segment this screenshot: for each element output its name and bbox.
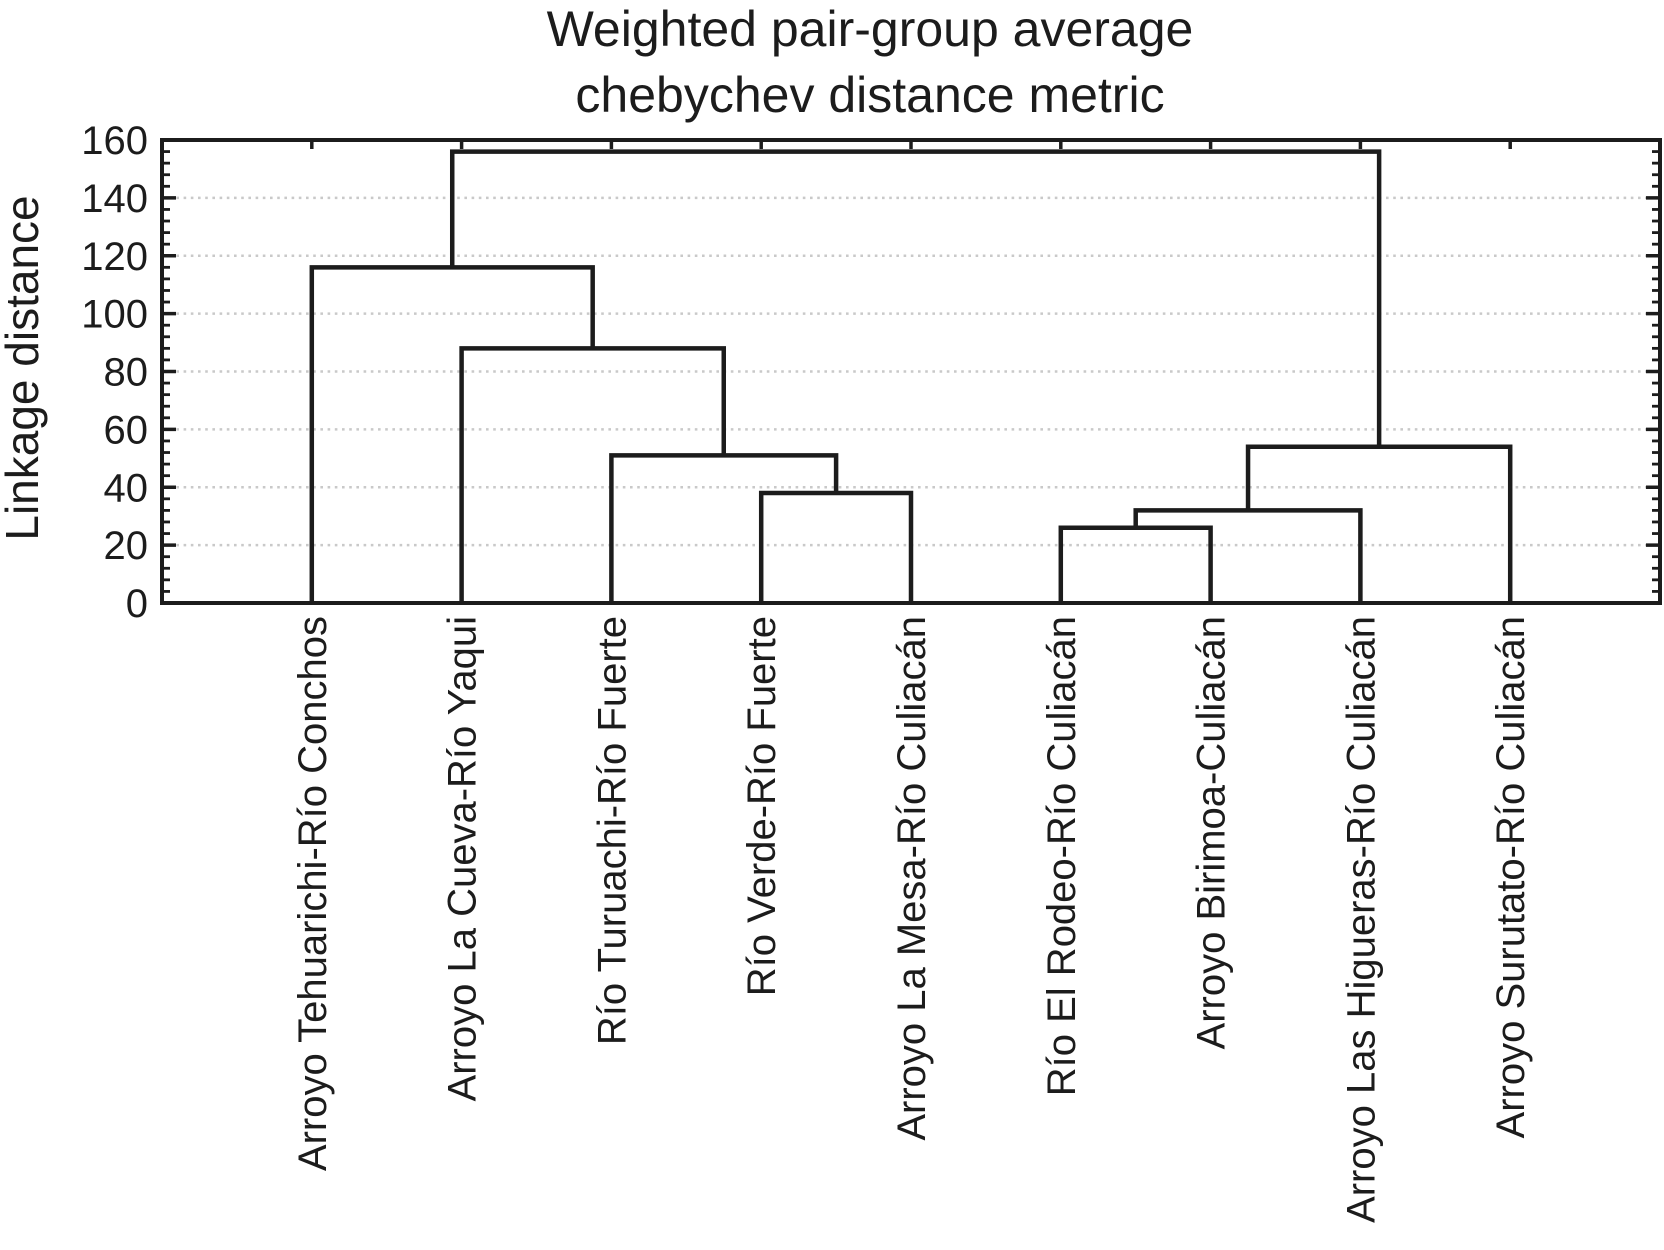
dendrogram-link (459, 346, 726, 603)
leaf-label: Arroyo La Mesa-Río Culiacán (890, 616, 934, 1141)
leaf-label: Arroyo Tehuarichi-Río Conchos (291, 616, 335, 1171)
y-tick-label: 20 (104, 524, 149, 568)
y-tick-label: 140 (81, 177, 148, 221)
y-axis-minor-ticks (162, 150, 1660, 593)
leaf-label: Arroyo La Cueva-Río Yaqui (441, 616, 485, 1101)
y-tick-label: 80 (104, 351, 149, 395)
leaf-label: Río Turuachi-Río Fuerte (590, 616, 634, 1045)
leaf-label: Arroyo Surutato-Río Culiacán (1489, 616, 1533, 1138)
y-tick-label: 60 (104, 408, 149, 452)
y-tick-label: 100 (81, 293, 148, 337)
dendrogram-link (609, 453, 839, 603)
y-axis-tick-labels: 0 20 40 60 80 100 120 140 160 (81, 119, 148, 626)
dendrogram-link (449, 149, 1382, 447)
leaf-labels: Arroyo Tehuarichi-Río Conchos Arroyo La C… (291, 616, 1533, 1223)
dendrogram-link (1133, 508, 1363, 603)
y-tick-label: 40 (104, 466, 149, 510)
chart-title-line1: Weighted pair-group average (547, 1, 1194, 57)
y-axis-title: Linkage distance (0, 195, 48, 540)
y-tick-label: 120 (81, 235, 148, 279)
y-tick-label: 0 (126, 582, 148, 626)
leaf-label: Río El Rodeo-Río Culiacán (1040, 616, 1084, 1096)
y-tick-label: 160 (81, 119, 148, 163)
leaf-label: Río Verde-Río Fuerte (740, 616, 784, 996)
top-axis-leaf-ticks (310, 140, 1512, 149)
dendrogram-link (309, 265, 595, 603)
leaf-label: Arroyo Birimoa-Culiacán (1190, 616, 1234, 1049)
leaf-label: Arroyo Las Higueras-Río Culiacán (1339, 616, 1383, 1223)
dendrogram-link (1245, 444, 1513, 603)
dendrogram-links (309, 149, 1513, 603)
dendrogram-link (1058, 525, 1213, 603)
y-axis-major-ticks (162, 138, 1660, 605)
dendrogram-link (758, 490, 914, 603)
chart-title-line2: chebychev distance metric (575, 67, 1164, 123)
